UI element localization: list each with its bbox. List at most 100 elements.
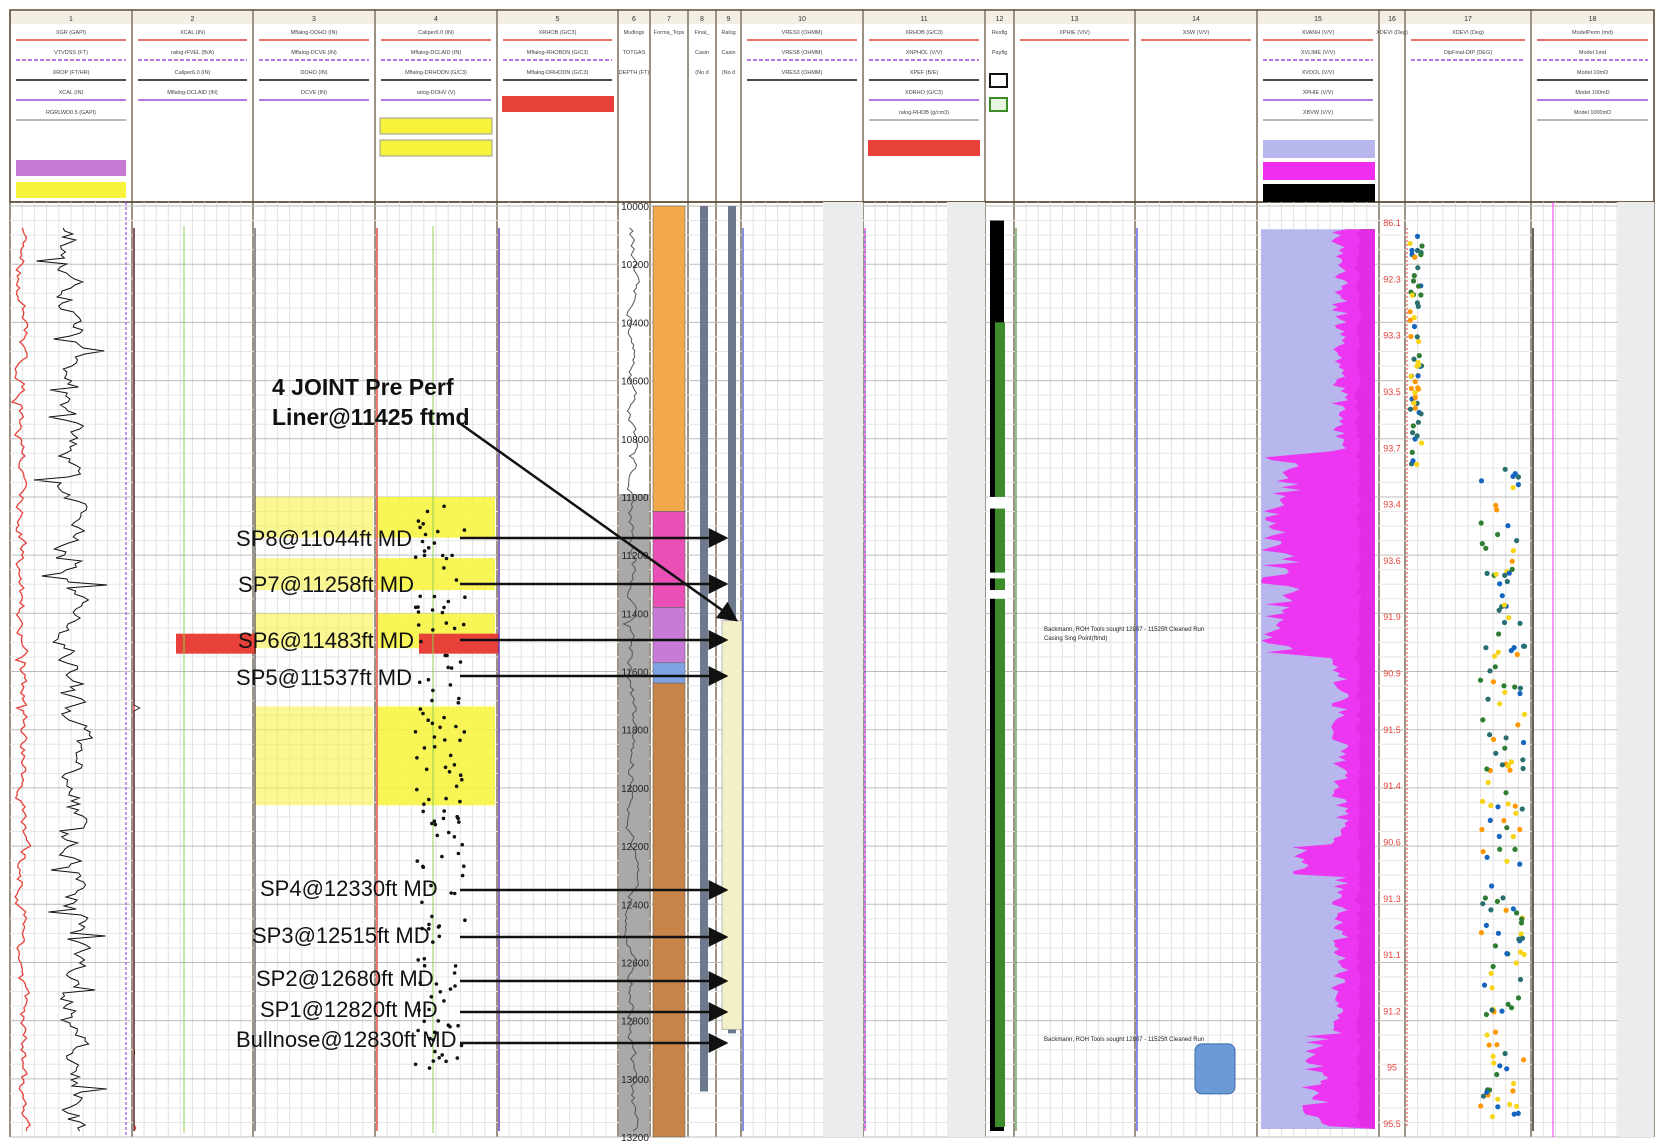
dip-point [1414,334,1420,340]
dip-point [1480,717,1486,723]
dip-point [1502,689,1508,695]
track11-swatch-red [868,140,980,156]
track-number-cell [133,11,252,24]
dohv-dot [427,1007,431,1012]
depth-tick-label: 10200 [621,260,649,271]
dip-point [1410,423,1416,429]
dohv-dot [430,821,434,826]
dip-point [1507,1101,1513,1107]
dohv-dot [437,1056,442,1060]
dip-point [1511,1080,1517,1087]
track-header-label: Model 1000mD [1574,110,1611,116]
inclination-label: 86.1 [1383,218,1401,228]
dip-point [1508,1005,1515,1011]
track-header-label: VRES3 (OHMM) [782,70,823,76]
dip-point [1488,970,1494,977]
track-header-label: ModelPerm (md) [1572,30,1613,36]
dip-point [1478,520,1484,526]
dip-point [1408,373,1414,379]
dip-point [1490,963,1496,970]
track-number-cell [1406,11,1530,24]
dohv-dot [428,1036,432,1041]
track-header-label: DEPTH (FT) [619,70,650,76]
dip-point [1484,570,1490,577]
dip-point [1518,920,1525,926]
dip-point [1487,732,1493,738]
dip-point [1519,916,1525,922]
sp1-label: SP1@12820ft MD [260,997,438,1022]
depth-axis: 10000 10200 10400 10600 10800 11000 11200 11400… [619,202,649,1144]
track11-shade [947,202,985,1137]
dip-point [1408,333,1414,340]
flag-gap [988,496,1008,509]
dohv-dot [424,767,429,772]
dip-point [1483,1011,1489,1018]
depth-tick-label: 13000 [621,1075,649,1086]
dip-point [1485,696,1491,702]
dohv-dot [462,864,466,868]
dohv-dot [422,1019,427,1024]
track-number: 1 [69,16,73,23]
track15-swatch-lavender [1263,140,1375,158]
dohv-dot [421,864,425,869]
dohv-dot [422,963,427,968]
inclination-label: 93.3 [1383,331,1401,341]
dip-point [1509,566,1515,573]
dip-point [1412,390,1418,396]
sp4-label: SP4@12330ft MD [260,876,438,901]
dohv-dot [416,1028,420,1033]
dohv-dot [418,594,423,599]
dip-point [1515,722,1521,728]
dip-point [1479,798,1486,805]
xphie-fill [1261,229,1375,1129]
dohv-dot [449,666,454,670]
dip-point [1503,735,1509,741]
dip-point [1411,400,1417,406]
track-header-label: DipFinal-DIP (DEG) [1444,50,1492,56]
track1-swatch-violet [16,160,126,176]
dip-point [1510,834,1516,840]
dohv-dot [430,698,434,703]
depth-tick-label: 10400 [621,318,649,329]
dohv-dot [421,711,425,716]
dip-point [1489,1007,1495,1013]
track-header-label: Model 10mD [1577,70,1608,76]
dip-point [1487,817,1493,824]
track3-yellow-fill [255,558,373,591]
liner-zone [721,620,743,1030]
dohv-dot [453,984,457,988]
dohv-dot [460,842,465,847]
track-number: 10 [798,16,806,23]
track-header-label: DOHO (IN) [300,70,327,76]
track-number: 18 [1589,16,1597,23]
dip-point [1517,861,1523,867]
dip-point [1517,976,1524,983]
dip-point [1495,1104,1501,1110]
dohv-dot [443,653,448,658]
dip-point [1497,846,1503,852]
dohv-dot [453,964,458,968]
dip-point [1480,901,1486,907]
dohv-dot [417,680,422,685]
formation-top-block [652,607,686,664]
dohv-dot [463,595,467,599]
depth-tick-label: 11400 [621,609,649,620]
track-header-label: XPHIE (V/V) [1059,30,1090,36]
dip-point [1503,907,1509,913]
dohv-dot [415,859,420,863]
track-header-label: TOTGAS [623,50,646,56]
dip-point [1492,1029,1499,1035]
track4-yellow-fill [377,706,495,806]
track-header-label: Mflalog-DOHO (IN) [291,30,338,36]
dip-point [1415,265,1421,271]
dip-point [1481,982,1488,988]
track-header-label: (No d [695,70,708,76]
dohv-dot [432,594,437,599]
dip-point [1510,906,1516,912]
dip-point [1518,949,1524,955]
payflg-bar [995,322,1005,1127]
track-header-label: Mflalog-DRHODN (G/C3) [527,70,589,76]
track10-shade [823,202,863,1137]
dip-point [1517,826,1523,833]
depth-tick-label: 12200 [621,842,649,853]
